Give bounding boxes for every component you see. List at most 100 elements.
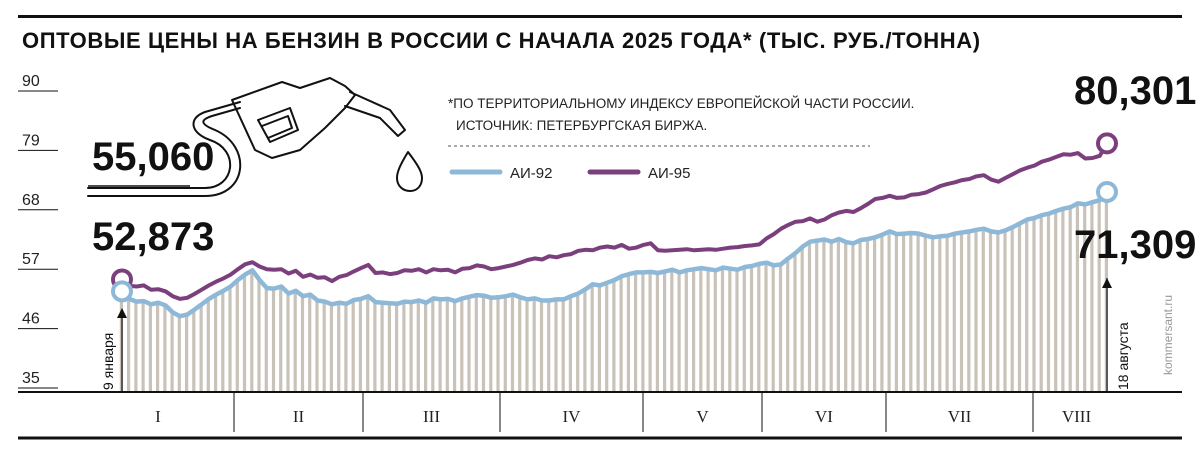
price-bar bbox=[134, 301, 138, 392]
fuel-nozzle-icon bbox=[87, 77, 423, 197]
price-bar bbox=[894, 234, 898, 392]
price-bar bbox=[713, 270, 717, 392]
price-bar bbox=[163, 305, 167, 392]
price-bar bbox=[742, 267, 746, 392]
price-bar bbox=[829, 241, 833, 392]
price-bar bbox=[308, 294, 312, 392]
price-bar bbox=[699, 268, 703, 392]
price-bar bbox=[1039, 215, 1043, 392]
price-bar bbox=[612, 280, 616, 392]
price-bar bbox=[959, 232, 964, 392]
price-bar bbox=[561, 299, 565, 392]
price-bar bbox=[358, 298, 362, 392]
price-bar bbox=[974, 229, 978, 392]
price-bar bbox=[148, 304, 152, 392]
price-bar bbox=[373, 302, 377, 392]
price-bar bbox=[460, 298, 464, 392]
price-bar bbox=[1032, 217, 1036, 392]
price-bar bbox=[481, 295, 486, 392]
price-bar bbox=[322, 301, 326, 392]
price-bar bbox=[177, 316, 181, 392]
price-bar bbox=[771, 265, 775, 392]
month-label: V bbox=[696, 407, 709, 426]
price-bar bbox=[865, 239, 869, 392]
start-date-arrow bbox=[117, 308, 127, 318]
price-bar bbox=[945, 235, 949, 392]
price-bar bbox=[815, 240, 819, 392]
ai92-end-marker bbox=[1096, 180, 1118, 203]
month-label: IV bbox=[563, 407, 582, 426]
price-bar bbox=[206, 298, 210, 392]
price-bar bbox=[720, 267, 725, 392]
price-bar bbox=[988, 231, 993, 392]
y-axis: 90 79 68 57 46 35 bbox=[18, 73, 58, 389]
price-bar bbox=[576, 293, 580, 392]
price-bar bbox=[786, 258, 790, 392]
price-bar bbox=[402, 301, 406, 392]
price-bar bbox=[489, 297, 493, 392]
price-bar bbox=[800, 246, 804, 392]
price-bar bbox=[916, 233, 920, 392]
price-bar bbox=[250, 270, 254, 392]
end-date-arrow bbox=[1102, 278, 1112, 288]
price-bar bbox=[453, 301, 457, 392]
price-bar bbox=[735, 269, 739, 392]
price-bar bbox=[597, 285, 601, 392]
ai95-end-value: 80,301 bbox=[1074, 69, 1196, 113]
price-bar bbox=[380, 302, 384, 392]
price-bar bbox=[329, 304, 333, 392]
price-bar bbox=[1054, 210, 1058, 392]
price-bar bbox=[728, 268, 732, 392]
price-bar bbox=[807, 241, 812, 392]
price-bar bbox=[337, 302, 341, 392]
price-bar bbox=[387, 303, 391, 392]
price-bar bbox=[648, 271, 652, 392]
price-bar bbox=[286, 293, 290, 392]
price-bar bbox=[684, 270, 688, 392]
legend-label-ai92: АИ-92 bbox=[510, 165, 552, 182]
price-bar bbox=[199, 304, 203, 392]
price-bar bbox=[677, 272, 681, 392]
price-bar bbox=[235, 280, 239, 392]
price-bar bbox=[692, 269, 696, 392]
price-bar bbox=[242, 274, 247, 392]
price-bar bbox=[873, 237, 877, 392]
price-bar bbox=[880, 234, 884, 392]
price-bar bbox=[887, 231, 891, 392]
month-axis: I II III IV V VI VII VIII bbox=[155, 392, 1091, 432]
price-bar bbox=[583, 289, 587, 392]
price-bar bbox=[221, 290, 225, 392]
price-bar bbox=[634, 272, 638, 392]
price-bar bbox=[539, 300, 544, 392]
price-bar bbox=[525, 299, 529, 392]
price-bar bbox=[1083, 204, 1087, 392]
price-bar bbox=[1097, 200, 1101, 392]
price-bar bbox=[605, 282, 609, 392]
source-note: ИСТОЧНИК: ПЕТЕРБУРГСКАЯ БИРЖА. bbox=[456, 118, 707, 133]
top-rule bbox=[18, 15, 1182, 18]
price-bar bbox=[300, 296, 305, 392]
y-tick-label: 35 bbox=[22, 370, 40, 387]
y-tick-label: 90 bbox=[22, 73, 40, 90]
price-bar bbox=[554, 299, 558, 392]
price-bar bbox=[438, 299, 442, 392]
price-bar bbox=[510, 294, 515, 392]
price-bar bbox=[793, 253, 797, 392]
price-bar bbox=[670, 269, 674, 392]
price-bar bbox=[214, 294, 218, 392]
price-bar bbox=[518, 297, 522, 392]
price-bar bbox=[496, 297, 500, 392]
price-bar bbox=[264, 288, 268, 392]
footnote: *ПО ТЕРРИТОРИАЛЬНОМУ ИНДЕКСУ ЕВРОПЕЙСКОЙ… bbox=[448, 96, 914, 111]
price-bar bbox=[619, 276, 623, 392]
price-bar bbox=[467, 296, 471, 392]
price-bar bbox=[706, 269, 710, 392]
price-bar bbox=[257, 280, 261, 392]
price-bar bbox=[967, 231, 971, 392]
price-bar bbox=[279, 286, 283, 392]
credit: kommersant.ru bbox=[1161, 295, 1175, 375]
price-bar bbox=[1003, 230, 1007, 392]
price-bar bbox=[366, 296, 370, 392]
price-bar bbox=[416, 300, 420, 392]
price-bar bbox=[749, 266, 754, 392]
